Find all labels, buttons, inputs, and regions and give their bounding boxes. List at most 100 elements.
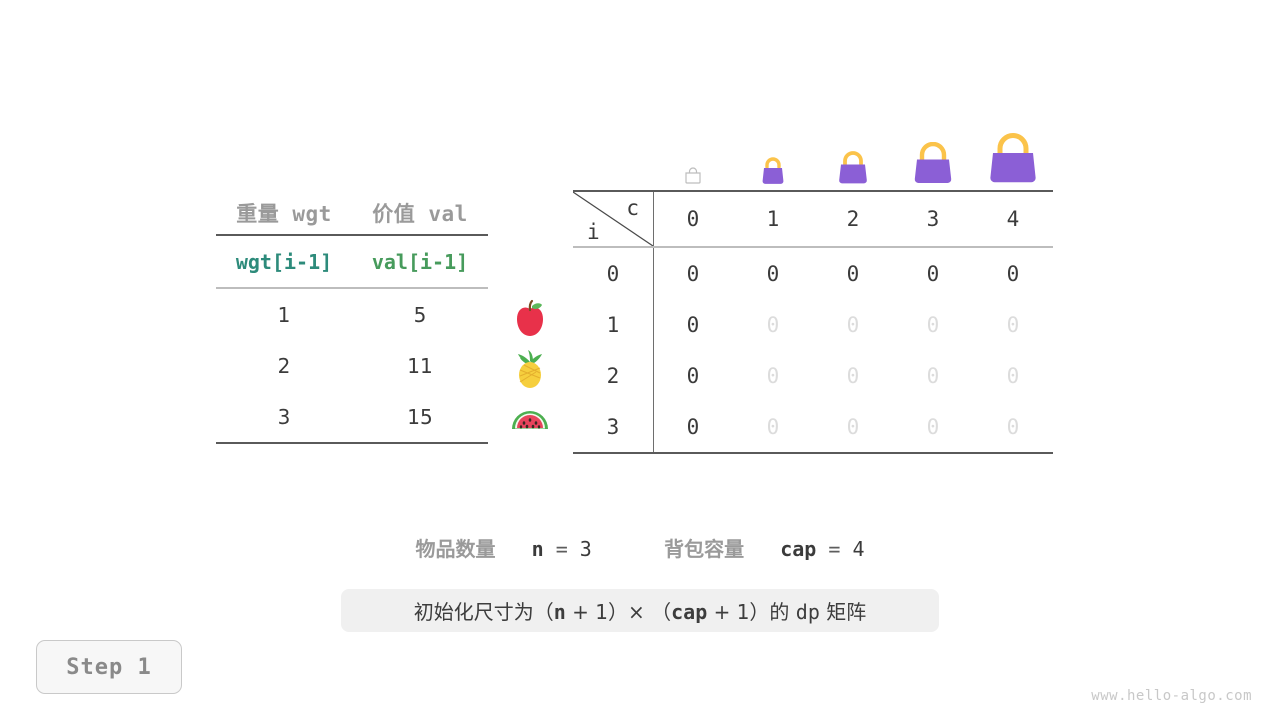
dp-cell-0-4: 0 xyxy=(1006,261,1020,286)
item-count-var: n xyxy=(531,537,544,561)
dp-cell-3-0: 0 xyxy=(686,414,700,439)
item-count-value: 3 xyxy=(579,537,592,561)
capacity-value: 4 xyxy=(852,537,865,561)
dp-col-axis-label: c xyxy=(626,196,639,220)
item-value-1: 5 xyxy=(413,302,427,327)
diagonal-line-icon xyxy=(573,192,653,246)
items-table-subheader-row: wgt[i-1] val[i-1] xyxy=(216,236,488,287)
caption-mid-1: + 1）× （ xyxy=(565,600,672,624)
step-badge-label: Step 1 xyxy=(66,654,152,680)
dp-rule-header xyxy=(573,246,1053,248)
caption-var-cap: cap xyxy=(671,600,708,624)
dp-cell-2-1: 0 xyxy=(766,363,780,388)
caption-box: 初始化尺寸为（n + 1）× （cap + 1）的 dp 矩阵 xyxy=(341,589,939,632)
dp-cell-3-4: 0 xyxy=(1006,414,1020,439)
caption-var-n: n xyxy=(553,600,566,624)
table-row: 0 0 0 0 0 0 xyxy=(573,248,1053,299)
dp-cell-1-3: 0 xyxy=(926,312,940,337)
items-subheader-val-expr: val[i-1] xyxy=(371,249,469,274)
item-weight-1: 1 xyxy=(277,302,291,327)
dp-index-divider xyxy=(653,248,654,299)
dp-cell-1-1: 0 xyxy=(766,312,780,337)
item-weight-2: 2 xyxy=(277,353,291,378)
bag-icon-3 xyxy=(914,142,952,184)
pineapple-icon xyxy=(508,348,552,392)
parameters-line: 物品数量 n = 3 背包容量 cap = 4 xyxy=(0,533,1280,562)
dp-cell-2-0: 0 xyxy=(686,363,700,388)
dp-cell-2-2: 0 xyxy=(846,363,860,388)
dp-cell-1-4: 0 xyxy=(1006,312,1020,337)
dp-cell-3-2: 0 xyxy=(846,414,860,439)
dp-col-header-2: 2 xyxy=(846,207,860,231)
bag-icon-4-slot xyxy=(973,122,1053,186)
step-badge: Step 1 xyxy=(36,640,182,694)
apple-icon xyxy=(508,297,552,341)
dp-cell-0-1: 0 xyxy=(766,261,780,286)
dp-index-divider xyxy=(653,299,654,350)
dp-col-header-4: 4 xyxy=(1006,207,1020,231)
dp-cell-3-3: 0 xyxy=(926,414,940,439)
dp-header-row: c i 0 1 2 3 4 xyxy=(573,192,1053,246)
bag-capacity-icons xyxy=(573,122,1053,186)
dp-cell-3-1: 0 xyxy=(766,414,780,439)
dp-cell-1-2: 0 xyxy=(846,312,860,337)
item-count-equals: = xyxy=(555,537,568,561)
dp-row-axis-label: i xyxy=(587,220,600,244)
caption-suffix: 矩阵 xyxy=(819,600,867,624)
dp-row-header-3: 3 xyxy=(606,414,620,439)
dp-matrix-table: c i 0 1 2 3 4 0 0 0 0 0 0 1 0 0 0 0 0 2 … xyxy=(573,190,1053,454)
dp-cell-2-4: 0 xyxy=(1006,363,1020,388)
dp-row-header-1: 1 xyxy=(606,312,620,337)
bag-icon-2 xyxy=(839,151,867,184)
items-subheader-wgt-expr: wgt[i-1] xyxy=(235,249,333,274)
dp-rule-top xyxy=(573,190,1053,192)
dp-cell-0-0: 0 xyxy=(686,261,700,286)
table-row: 3 15 xyxy=(216,391,488,442)
watermelon-icon xyxy=(508,399,552,443)
table-row: 1 0 0 0 0 0 xyxy=(573,299,1053,350)
dp-cell-0-3: 0 xyxy=(926,261,940,286)
dp-row-header-0: 0 xyxy=(606,261,620,286)
dp-axis-corner: c i xyxy=(573,192,653,246)
bag-icon-empty-slot xyxy=(653,122,733,186)
bag-icon-4 xyxy=(990,133,1036,183)
bag-icon-1 xyxy=(762,157,784,184)
caption-prefix: 初始化尺寸为（ xyxy=(413,600,554,624)
dp-index-divider xyxy=(653,192,654,246)
capacity-label: 背包容量 xyxy=(664,537,745,561)
dp-rule-bottom xyxy=(573,452,1053,454)
dp-col-header-0: 0 xyxy=(686,207,700,231)
bag-icon-1-slot xyxy=(733,122,813,186)
table-row: 1 5 xyxy=(216,289,488,340)
capacity-equals: = xyxy=(828,537,841,561)
items-header-value: 价值 val xyxy=(372,202,468,226)
bag-icon-3-slot xyxy=(893,122,973,186)
dp-index-divider xyxy=(653,401,654,452)
dp-col-header-3: 3 xyxy=(926,207,940,231)
watermark: www.hello-algo.com xyxy=(1091,688,1252,704)
table-row: 2 11 xyxy=(216,340,488,391)
dp-row-header-2: 2 xyxy=(606,363,620,388)
dp-col-header-1: 1 xyxy=(766,207,780,231)
caption-text: 初始化尺寸为（n + 1）× （cap + 1）的 dp 矩阵 xyxy=(414,596,867,625)
item-weight-3: 3 xyxy=(277,404,291,429)
capacity-var: cap xyxy=(780,537,817,561)
item-value-3: 15 xyxy=(407,404,433,429)
items-table: 重量 wgt 价值 val wgt[i-1] val[i-1] 1 5 2 11… xyxy=(216,192,488,444)
table-row: 3 0 0 0 0 0 xyxy=(573,401,1053,452)
items-header-weight: 重量 wgt xyxy=(236,202,332,226)
caption-mid-2: + 1）的 xyxy=(707,600,796,624)
items-table-rule-bottom xyxy=(216,442,488,444)
items-table-header-row: 重量 wgt 价值 val xyxy=(216,192,488,234)
item-count-label: 物品数量 xyxy=(415,537,496,561)
table-row: 2 0 0 0 0 0 xyxy=(573,350,1053,401)
dp-index-divider xyxy=(653,350,654,401)
bag-icon-empty xyxy=(685,167,701,184)
items-table-rule-top xyxy=(216,234,488,236)
dp-cell-2-3: 0 xyxy=(926,363,940,388)
item-value-2: 11 xyxy=(407,353,433,378)
dp-cell-1-0: 0 xyxy=(686,312,700,337)
dp-cell-0-2: 0 xyxy=(846,261,860,286)
items-table-rule-mid xyxy=(216,287,488,289)
bag-icon-2-slot xyxy=(813,122,893,186)
